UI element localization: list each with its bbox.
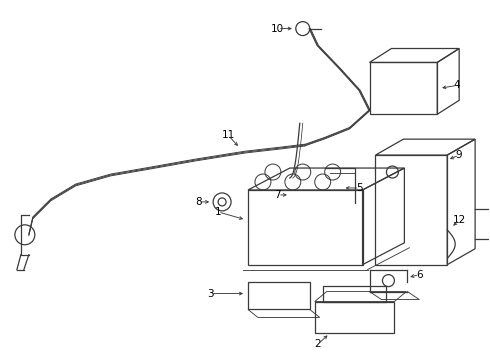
Text: 12: 12: [453, 215, 466, 225]
Text: 7: 7: [274, 190, 281, 200]
Text: 3: 3: [207, 289, 214, 298]
Text: 10: 10: [271, 24, 284, 33]
Text: 5: 5: [356, 183, 363, 193]
Text: 9: 9: [456, 150, 463, 160]
Text: 2: 2: [315, 339, 321, 349]
Text: 11: 11: [221, 130, 235, 140]
Text: 1: 1: [215, 207, 221, 217]
Text: 4: 4: [454, 80, 461, 90]
Text: 6: 6: [416, 270, 423, 280]
Text: 8: 8: [195, 197, 201, 207]
